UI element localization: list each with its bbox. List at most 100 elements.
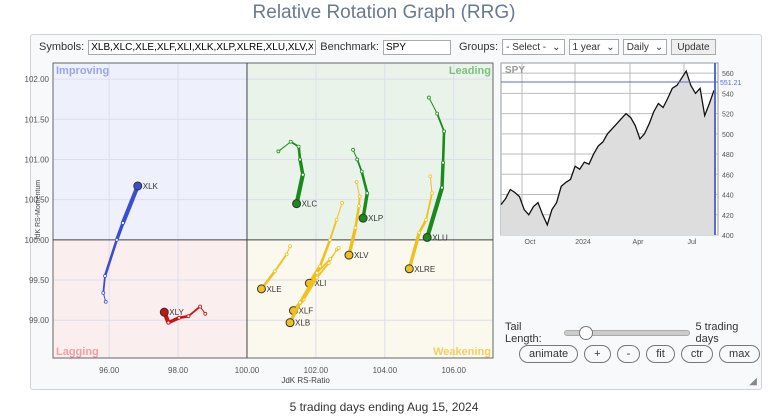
series-label-XLRE: XLRE [414, 265, 435, 274]
tail-point-XLB [298, 300, 302, 305]
tail-point-XLY [198, 304, 203, 309]
series-label-XLE: XLE [266, 285, 281, 294]
tail-segment-XLK [120, 183, 140, 226]
tail-point-XLU [441, 160, 445, 165]
tail-point-XLK [121, 221, 125, 225]
y-tick-label: 101.50 [25, 115, 50, 124]
y-tick-label: 102.00 [25, 75, 50, 84]
tail-point-XLK [103, 299, 108, 304]
tail-point-XLV [357, 204, 361, 208]
tail-segment-XLK [103, 238, 119, 278]
max-button[interactable]: max [719, 345, 760, 363]
tail-segment-XLF [316, 262, 330, 279]
animate-button[interactable]: animate [519, 345, 579, 363]
x-tick-label: 98.00 [168, 366, 189, 375]
tail-segment-XLF [302, 276, 319, 301]
benchmark-input[interactable] [382, 39, 451, 55]
spy-y-tick-label: 560 [722, 71, 734, 78]
page-title: Relative Rotation Graph (RRG) [252, 2, 516, 23]
center-button[interactable]: ctr [680, 345, 714, 363]
groups-select[interactable]: - Select - ⌄ [502, 39, 565, 55]
spy-title: SPY [505, 65, 525, 76]
tail-segment-XLU [436, 112, 445, 133]
tail-point-XLY [186, 314, 191, 319]
y-tick-label: 101.00 [25, 155, 50, 164]
controls-bar: Symbols: Benchmark: Groups: - Select -⌄ … [39, 39, 716, 55]
quadrant-label-weakening: Weakening [433, 346, 491, 358]
tail-point-XLY [177, 315, 182, 320]
x-tick-label: 104.00 [373, 366, 398, 375]
tail-point-XLU [440, 185, 444, 190]
tail-point-XLI [334, 217, 339, 222]
tail-segment-XLRE [429, 175, 433, 194]
tail-point-XLRE [430, 191, 434, 196]
spy-y-tick-label: 420 [722, 213, 734, 220]
spy-y-tick-label: 500 [722, 132, 734, 139]
series-label-XLI: XLI [314, 279, 326, 288]
tail-segment-XLU [440, 160, 445, 190]
series-label-XLK: XLK [143, 182, 159, 191]
tail-point-XLE [284, 252, 289, 257]
tail-length-control: Tail Length: 5 trading days [505, 321, 761, 345]
footer-text: 5 trading days ending Aug 15, 2024 [289, 400, 479, 414]
spy-x-tick-label: Oct [525, 239, 536, 246]
tail-point-XLU [442, 129, 446, 134]
tail-segment-XLC [277, 141, 292, 152]
tail-point-XLK [103, 274, 107, 278]
tail-point-XLC [296, 144, 301, 149]
head-point-XLP [358, 213, 368, 223]
tail-point-XLB [336, 245, 341, 250]
tail-point-XLP [359, 169, 364, 174]
tail-segment-XLV [356, 181, 361, 197]
tail-length-label: Tail Length: [505, 321, 542, 345]
spy-y-tick-label: 520 [722, 112, 734, 119]
chevron-down-icon: ⌄ [552, 41, 561, 53]
tail-point-XLRE [417, 230, 422, 235]
head-point-XLB [285, 318, 295, 328]
tail-point-XLRE [424, 217, 429, 222]
tail-segment-XLP [356, 158, 363, 173]
tail-point-XLU [427, 95, 431, 100]
resize-handle-icon[interactable]: ◢ [749, 376, 757, 387]
head-point-XLY [159, 307, 169, 317]
spy-x-tick-label: Jul [688, 239, 697, 246]
tail-segment-XLY [187, 305, 202, 318]
period-select[interactable]: 1 year ⌄ [568, 39, 619, 55]
tail-point-XLE [272, 269, 277, 274]
plot-border [52, 62, 494, 359]
tail-point-XLV [353, 225, 358, 230]
tail-segment-XLC [294, 172, 305, 206]
tail-segment-XLV [347, 226, 358, 257]
groups-value: - Select - [506, 41, 547, 53]
chevron-down-icon: ⌄ [606, 41, 615, 53]
tail-point-XLE [288, 244, 292, 249]
spy-area [501, 71, 714, 235]
spy-y-tick-label: 540 [722, 91, 734, 98]
spy-y-tick-label: 460 [722, 172, 734, 179]
zoom-out-button[interactable]: - [616, 345, 641, 363]
zoom-in-button[interactable]: + [584, 345, 611, 363]
symbols-input[interactable] [88, 39, 317, 55]
quadrant-improving [53, 63, 247, 240]
tail-point-XLI [318, 264, 322, 269]
spy-y-tick-label: 480 [722, 152, 734, 159]
x-tick-label: 96.00 [99, 366, 120, 375]
quadrant-label-leading: Leading [449, 65, 491, 77]
slider-knob[interactable] [579, 326, 594, 340]
tail-length-slider[interactable] [564, 326, 690, 340]
y-tick-label: 99.00 [29, 316, 50, 325]
tail-point-XLB [315, 270, 319, 275]
x-tick-label: 102.00 [304, 366, 329, 375]
y-tick-label: 100.00 [25, 236, 50, 245]
tail-point-XLU [435, 111, 440, 116]
tail-point-XLP [355, 157, 360, 162]
fit-button[interactable]: fit [646, 345, 675, 363]
x-tick-label: 100.00 [235, 366, 260, 375]
x-tick-label: 106.00 [441, 366, 466, 375]
tail-segment-XLU [425, 185, 445, 240]
update-button[interactable]: Update [671, 39, 716, 55]
tail-point-XLI [340, 200, 344, 205]
series-label-XLY: XLY [169, 308, 184, 317]
frequency-select[interactable]: Daily ⌄ [622, 39, 668, 55]
